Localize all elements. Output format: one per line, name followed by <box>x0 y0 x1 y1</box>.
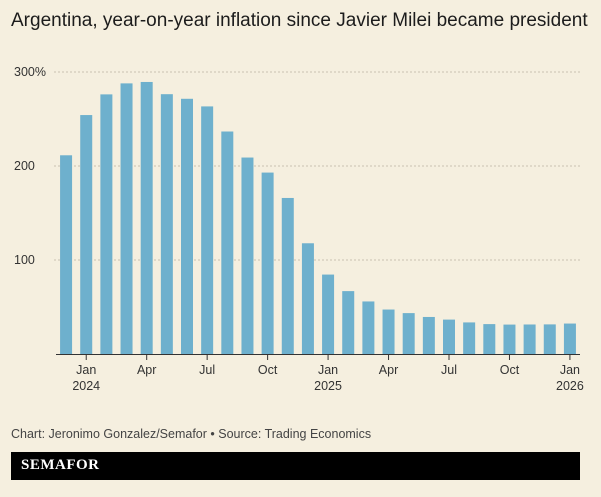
y-axis-labels: 300% 200 100 <box>14 65 46 267</box>
bar-may-2024 <box>160 94 173 355</box>
x-tick-label: Oct <box>500 363 520 377</box>
x-tick-year-label: 2024 <box>72 379 100 393</box>
bars <box>60 81 576 355</box>
bar-aug-2025 <box>463 322 476 354</box>
bar-feb-2024 <box>100 94 113 354</box>
bar-dec-2023 <box>60 155 73 354</box>
bar-nov-2025 <box>523 324 536 354</box>
y-tick-label: 100 <box>14 253 35 267</box>
chart-title: Argentina, year-on-year inflation since … <box>11 10 588 31</box>
bar-apr-2025 <box>382 309 395 354</box>
bar-chart: 300% 200 100 Jan 2024 Apr Jul Oct Jan 2025 Apr Jul… <box>14 65 584 393</box>
bar-dec-2024 <box>301 243 314 354</box>
bar-feb-2025 <box>342 291 355 354</box>
source-note: Chart: Jeronimo Gonzalez/Semafor • Sourc… <box>11 427 372 441</box>
bar-jan-2025 <box>322 274 335 354</box>
bar-jan-2024 <box>80 115 93 354</box>
gridlines <box>54 71 580 261</box>
bar-nov-2024 <box>281 197 294 354</box>
x-tick-label: Jan <box>76 363 96 377</box>
bar-jun-2025 <box>422 316 435 354</box>
bar-oct-2025 <box>503 324 516 354</box>
bar-jun-2024 <box>181 98 193 354</box>
x-tick-label: Apr <box>137 363 156 377</box>
bar-jan-2026 <box>563 323 576 354</box>
bar-jul-2025 <box>443 319 455 354</box>
bar-mar-2024 <box>120 83 133 355</box>
x-tick-label: Jan <box>318 363 338 377</box>
bar-jul-2024 <box>201 106 214 355</box>
y-tick-label: 300% <box>14 65 46 79</box>
x-tick-label: Jul <box>441 363 457 377</box>
x-axis-labels: Jan 2024 Apr Jul Oct Jan 2025 Apr Jul Oct Jan 2026 <box>72 363 584 393</box>
x-tick-label: Apr <box>379 363 398 377</box>
y-tick-label: 200 <box>14 159 35 173</box>
bar-sep-2024 <box>241 157 254 354</box>
bar-sep-2025 <box>483 324 496 354</box>
x-tick-label: Jul <box>199 363 215 377</box>
bar-apr-2024 <box>140 81 153 355</box>
bar-oct-2024 <box>261 172 274 354</box>
x-tick-label: Jan <box>560 363 580 377</box>
bar-aug-2024 <box>221 131 234 354</box>
x-axis <box>56 354 580 360</box>
bar-mar-2025 <box>362 301 375 354</box>
x-tick-label: Oct <box>258 363 278 377</box>
semafor-logo: SEMAFOR <box>21 457 100 473</box>
x-tick-year-label: 2025 <box>314 379 342 393</box>
x-tick-year-label: 2026 <box>556 379 584 393</box>
brand-footer: SEMAFOR <box>11 452 580 480</box>
bar-dec-2025 <box>543 324 556 354</box>
bar-may-2025 <box>402 313 415 354</box>
